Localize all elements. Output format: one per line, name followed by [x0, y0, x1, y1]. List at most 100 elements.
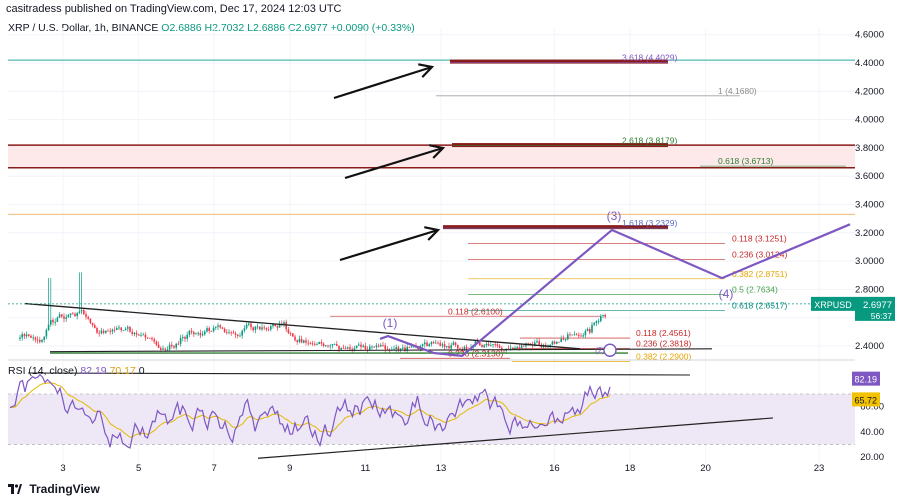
- candle-body: [23, 334, 26, 337]
- candle-body: [604, 314, 606, 317]
- candle-body: [474, 341, 477, 345]
- candle-body: [47, 324, 50, 330]
- candle-body: [494, 344, 496, 346]
- candle-body: [80, 310, 83, 312]
- candle-body: [523, 345, 525, 347]
- candle-body: [241, 330, 243, 336]
- time-tick-label: 16: [549, 463, 560, 474]
- tradingview-footer[interactable]: TradingView: [8, 482, 100, 496]
- candle-body: [571, 334, 573, 336]
- candle-body: [30, 335, 32, 338]
- candle-body: [243, 328, 246, 331]
- candle-body: [237, 334, 239, 336]
- candle-body: [45, 329, 48, 337]
- candle-body: [364, 345, 367, 350]
- candle-body: [230, 332, 232, 334]
- candle-body: [63, 316, 65, 319]
- candle-body: [446, 346, 448, 348]
- symbol-title[interactable]: XRP / U.S. Dollar, 1h, BINANCE: [8, 22, 159, 34]
- candle-body: [362, 345, 364, 347]
- wave-label: (3): [607, 209, 622, 223]
- ohlc-open: O2.6886: [161, 22, 202, 34]
- candle-body: [94, 325, 96, 328]
- candle-body: [120, 327, 122, 331]
- candle-body: [190, 330, 193, 333]
- annotation-arrow-head: [429, 144, 446, 159]
- rsi-ma-tag-text: 65.72: [854, 395, 877, 405]
- fib-level-label: 1 (4.1680): [718, 86, 757, 96]
- time-tick-label: 9: [287, 463, 292, 474]
- candle-body: [193, 332, 195, 335]
- candle-body: [74, 313, 76, 317]
- wave-label: (1): [383, 316, 398, 330]
- candle-body: [184, 336, 186, 339]
- candle-body: [146, 337, 149, 339]
- price-tick-label: 3.8000: [855, 143, 884, 154]
- candle-body: [294, 336, 296, 341]
- candle-body: [118, 327, 120, 329]
- candle-body: [28, 334, 30, 336]
- candle-body: [98, 332, 100, 334]
- publisher-bar: casitradess published on TradingView.com…: [0, 0, 900, 18]
- price-tick-label: 4.2000: [855, 86, 884, 97]
- symbol-tag-label: XRPUSD: [814, 300, 852, 310]
- elliott-wave-path: [379, 223, 851, 358]
- candle-body: [485, 343, 488, 346]
- candle-body: [160, 347, 162, 350]
- candle-body: [157, 344, 160, 348]
- target-bar: [450, 59, 668, 64]
- candle-body: [567, 334, 569, 340]
- candle-body: [65, 317, 67, 319]
- candle-body: [36, 339, 39, 341]
- candle-body: [344, 348, 347, 349]
- candle-body: [322, 343, 325, 346]
- candle-body: [386, 349, 389, 351]
- rsi-value-3: 0: [138, 365, 145, 377]
- candle-body: [226, 332, 228, 334]
- rsi-tick-label: 40.00: [860, 427, 884, 438]
- fib-level-label: 0.118 (3.1251): [732, 233, 787, 243]
- candle-body: [173, 346, 175, 348]
- annotation-arrow-head: [424, 226, 441, 241]
- candle-body: [107, 330, 109, 332]
- rsi-tick-label: 60.00: [860, 402, 884, 413]
- candle-body: [76, 312, 78, 317]
- candle-body: [188, 330, 191, 335]
- tradingview-brand: TradingView: [29, 482, 100, 496]
- time-tick-label: 13: [436, 463, 447, 474]
- candle-body: [547, 346, 549, 348]
- candle-body: [375, 345, 378, 348]
- candle-body: [43, 336, 45, 340]
- rsi-value-tag-text: 82.19: [854, 375, 877, 385]
- annotation-arrow: [339, 228, 439, 262]
- time-tick-label: 5: [136, 463, 141, 474]
- candle-body: [432, 342, 435, 344]
- candle-body: [490, 345, 492, 346]
- candle-body: [278, 323, 281, 328]
- fib-level-label: 3.618 (4.4029): [622, 53, 677, 63]
- candle-body: [56, 317, 59, 322]
- candle-body: [589, 328, 591, 333]
- candle-body: [399, 348, 402, 351]
- candle-body: [355, 345, 358, 349]
- candle-body: [492, 344, 494, 346]
- candle-body: [342, 347, 345, 349]
- fib-level-label: 0.618 (2.6517): [732, 300, 787, 310]
- candle-body: [162, 348, 164, 350]
- candle-body: [340, 347, 342, 350]
- fib-level-label: 0.382 (2.2900): [636, 352, 691, 362]
- candle-body: [518, 347, 521, 349]
- candle-body: [210, 330, 213, 332]
- candle-body: [239, 335, 241, 337]
- candle-body: [250, 323, 252, 328]
- candle-body: [404, 347, 406, 351]
- support-line: [49, 348, 713, 353]
- rsi-title[interactable]: RSI (14, close): [8, 365, 78, 377]
- candle-body: [153, 339, 155, 342]
- candle-body: [124, 328, 127, 331]
- candle-body: [514, 347, 516, 349]
- candle-body: [569, 334, 571, 336]
- rsi-value-tag: [852, 371, 880, 386]
- candle-body: [311, 343, 314, 345]
